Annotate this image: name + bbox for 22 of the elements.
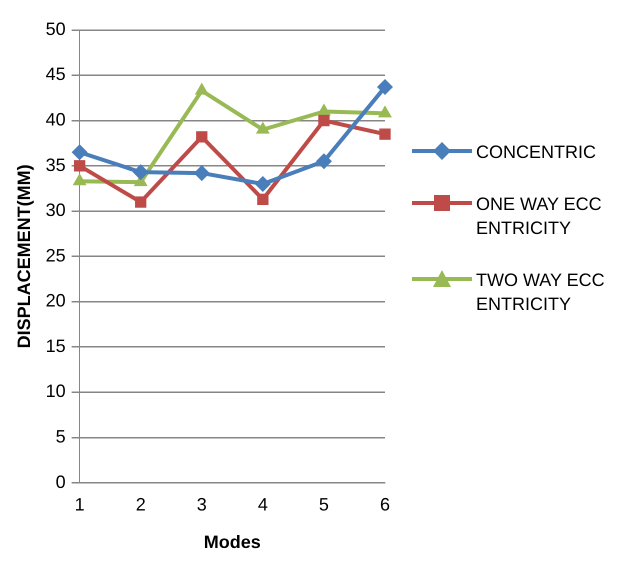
legend-label: TWO WAY ECCENTRICITY: [476, 269, 606, 316]
y-tick-label: 5: [56, 426, 66, 446]
x-tick-label: 3: [196, 494, 207, 515]
y-tick-label: 20: [46, 290, 66, 311]
x-tick-label: 4: [258, 494, 268, 515]
y-tick-label: 10: [46, 381, 66, 402]
y-tick-label: 30: [46, 200, 66, 220]
y-tick-label: 0: [56, 472, 66, 492]
x-tick-label: 1: [74, 494, 85, 515]
x-tick-label: 2: [136, 494, 146, 515]
y-tick-label: 25: [46, 245, 66, 266]
x-tick-label: 5: [318, 494, 329, 515]
x-tick-label: 6: [380, 494, 390, 515]
y-tick-label: 15: [46, 336, 66, 356]
y-tick-label: 35: [46, 154, 66, 175]
legend-label: CONCENTRIC: [476, 141, 597, 164]
y-tick-label: 45: [46, 64, 66, 84]
y-axis-title: DISPLACEMENT(MM): [14, 164, 34, 348]
y-tick-label: 40: [46, 110, 66, 130]
x-axis-title: Modes: [204, 532, 261, 552]
y-tick-label: 50: [46, 18, 66, 39]
legend-label: ONE WAY ECCENTRICITY: [476, 193, 603, 240]
